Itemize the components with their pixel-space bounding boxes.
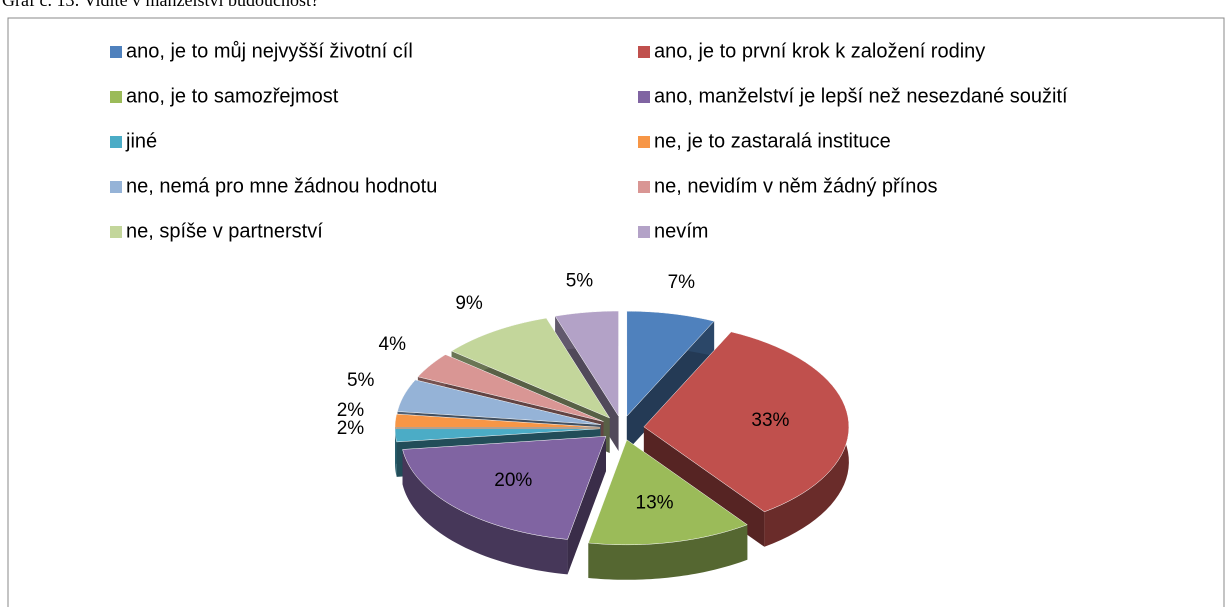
- legend-label: ne, nevidím v něm žádný přínos: [654, 175, 937, 197]
- slice: [626, 310, 715, 417]
- legend-label: ano, je to první krok k založení rodiny: [654, 40, 985, 62]
- legend-swatch: [110, 46, 122, 58]
- slice-tops: [394, 310, 850, 546]
- slice: [402, 436, 607, 540]
- slice: [588, 439, 748, 546]
- legend-swatch: [110, 226, 122, 238]
- legend-label: ano, je to samozřejmost: [126, 85, 339, 107]
- slice: [451, 317, 611, 419]
- data-label: 9%: [455, 293, 483, 314]
- legend-swatch: [638, 91, 650, 103]
- data-label: 5%: [566, 271, 594, 292]
- legend-label: ne, nemá pro mne žádnou hodnotu: [126, 175, 437, 197]
- chart-title: Graf č. 13: Vidíte v manželství budoucno…: [2, 0, 319, 10]
- slice: [643, 331, 850, 513]
- legend-swatch: [638, 136, 650, 148]
- data-label: 13%: [636, 492, 674, 513]
- chart-frame: [7, 17, 1225, 607]
- legend-label: ano, manželství je lepší než nesezdané s…: [654, 85, 1068, 107]
- data-label: 4%: [379, 334, 407, 355]
- data-label: 2%: [337, 418, 365, 439]
- data-label: 20%: [494, 470, 532, 491]
- legend-swatch: [110, 136, 122, 148]
- legend-swatch: [638, 226, 650, 238]
- data-labels: 7%33%13%20%2%2%5%4%9%5%: [337, 271, 790, 514]
- legend-label: ne, spíše v partnerství: [126, 220, 323, 242]
- data-label: 5%: [347, 370, 375, 391]
- legend-label: nevím: [654, 220, 708, 242]
- slice-side: [588, 524, 748, 580]
- slice-side: [402, 449, 568, 575]
- data-label: 2%: [337, 400, 365, 421]
- slice-wall: [626, 321, 715, 452]
- data-label: 7%: [668, 272, 696, 293]
- legend-label: jiné: [125, 130, 157, 152]
- slice: [394, 428, 601, 443]
- slice: [394, 413, 601, 428]
- legend-swatch: [638, 46, 650, 58]
- legend-swatch: [110, 91, 122, 103]
- slice: [554, 310, 619, 417]
- legend-label: ne, je to zastaralá instituce: [654, 130, 891, 152]
- legend-label: ano, je to můj nejvyšší životní cíl: [126, 40, 413, 62]
- slice: [397, 379, 601, 425]
- legend-swatch: [110, 181, 122, 193]
- slice: [417, 354, 604, 422]
- data-label: 33%: [751, 410, 789, 431]
- legend-swatch: [638, 181, 650, 193]
